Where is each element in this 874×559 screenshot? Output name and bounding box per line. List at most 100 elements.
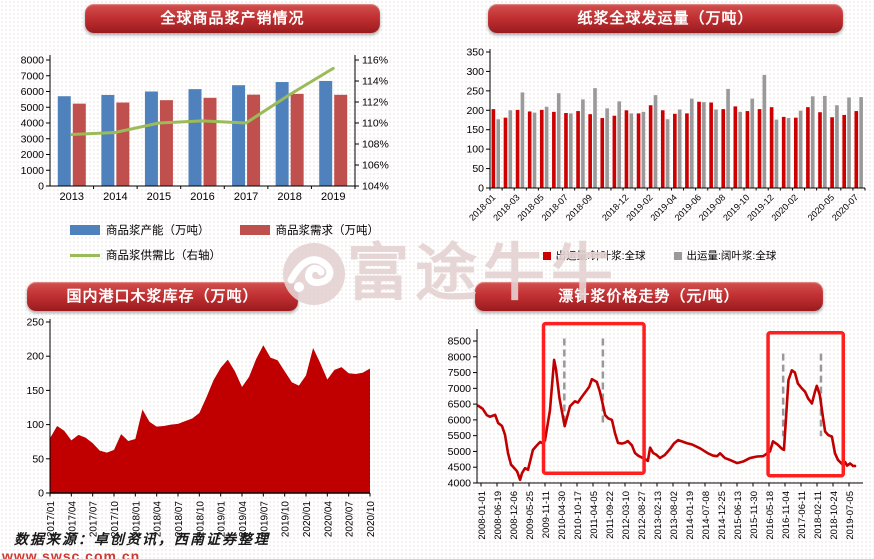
svg-text:2016-11-04: 2016-11-04: [781, 491, 792, 539]
svg-text:2011-04-05: 2011-04-05: [589, 491, 600, 539]
svg-text:2013-02-13: 2013-02-13: [653, 491, 664, 540]
svg-text:2019-07-05: 2019-07-05: [845, 491, 856, 540]
legend-item-softwood: 出运量:针叶浆:全球: [542, 248, 646, 263]
legend-item-hardwood: 出运量:阔叶浆:全球: [673, 248, 776, 263]
svg-text:2000: 2000: [21, 149, 45, 161]
svg-text:2018: 2018: [277, 191, 301, 203]
legend-row: 商品浆供需比（右轴）: [70, 247, 409, 263]
demand-swatch-icon: [239, 225, 270, 235]
svg-text:8000: 8000: [21, 55, 45, 67]
svg-text:2014: 2014: [103, 191, 127, 203]
svg-text:2017-06-11: 2017-06-11: [797, 491, 808, 539]
svg-text:2019/04: 2019/04: [238, 501, 249, 538]
legend-label: 商品浆需求（万吨）: [275, 225, 380, 237]
svg-text:2018-09: 2018-09: [564, 192, 594, 222]
svg-text:4000: 4000: [21, 118, 45, 130]
svg-text:150: 150: [26, 385, 44, 397]
svg-text:2017/07: 2017/07: [89, 501, 100, 538]
svg-text:2010-10-17: 2010-10-17: [573, 491, 584, 540]
svg-text:1000: 1000: [21, 165, 45, 177]
svg-text:116%: 116%: [362, 55, 388, 67]
svg-text:6500: 6500: [448, 399, 472, 411]
legend-item-capacity: 商品浆产能（万吨）: [70, 222, 210, 238]
chart-title-banner-supply-demand: 全球商品浆产销情况: [85, 4, 380, 33]
svg-text:8500: 8500: [448, 336, 472, 348]
svg-text:250: 250: [26, 317, 44, 329]
svg-text:200: 200: [26, 351, 44, 363]
svg-text:2017/04: 2017/04: [67, 501, 78, 538]
svg-text:2012-03-10: 2012-03-10: [621, 491, 632, 540]
svg-text:100: 100: [26, 419, 44, 431]
svg-text:2009-05-25: 2009-05-25: [525, 491, 536, 540]
svg-text:5000: 5000: [21, 102, 45, 114]
svg-text:112%: 112%: [362, 97, 388, 109]
legend-row: 商品浆产能（万吨） 商品浆需求（万吨）: [70, 222, 409, 238]
data-source-note: 数据来源：卓创资讯，西南证券整理: [14, 533, 270, 548]
svg-text:200: 200: [466, 105, 484, 117]
supply-demand-legend: 商品浆产能（万吨） 商品浆需求（万吨） 商品浆供需比（右轴）: [70, 222, 409, 272]
svg-text:2010-04-30: 2010-04-30: [557, 491, 568, 540]
svg-text:106%: 106%: [362, 160, 389, 172]
svg-text:2011-09-22: 2011-09-22: [605, 491, 616, 539]
svg-text:2012-08-27: 2012-08-27: [637, 491, 648, 540]
chart-title-banner-inventory: 国内港口木浆库存（万吨）: [27, 282, 298, 311]
svg-text:7500: 7500: [448, 367, 472, 379]
panel-pulp-price-trend: 漂针浆价格走势（元/吨） 4000 4500 5000 5500 6000 6500 700…: [445, 278, 874, 559]
svg-text:2019/01: 2019/01: [217, 501, 228, 538]
svg-text:150: 150: [466, 124, 484, 136]
chart-title: 国内港口木浆库存（万吨）: [66, 288, 259, 305]
svg-text:350: 350: [466, 47, 484, 59]
svg-text:2018-02-11: 2018-02-11: [813, 491, 824, 539]
svg-text:50: 50: [32, 453, 44, 465]
svg-text:0: 0: [38, 488, 44, 500]
svg-text:3000: 3000: [21, 133, 45, 145]
svg-text:6000: 6000: [21, 86, 45, 98]
svg-text:2016-05-18: 2016-05-18: [765, 491, 776, 540]
svg-text:2019: 2019: [321, 191, 345, 203]
svg-text:110%: 110%: [362, 118, 388, 130]
svg-text:2013: 2013: [60, 191, 84, 203]
svg-text:8000: 8000: [448, 351, 472, 363]
shipments-legend: 出运量:针叶浆:全球 出运量:阔叶浆:全球: [445, 248, 874, 263]
svg-text:2015-11-30: 2015-11-30: [749, 491, 760, 539]
svg-text:2020/04: 2020/04: [323, 501, 334, 538]
svg-text:7000: 7000: [448, 383, 472, 395]
svg-text:2015: 2015: [147, 191, 171, 203]
supply-demand-chart: 0 1000 2000 3000 4000 5000 6000 7000 8000 104% 106…: [21, 55, 389, 204]
legend-label: 出运量:针叶浆:全球: [555, 250, 646, 262]
svg-text:5000: 5000: [448, 446, 472, 458]
softwood-swatch-icon: [542, 251, 551, 260]
source-url: www.swsc.com.cn: [2, 548, 141, 559]
price-trend-chart: 4000 4500 5000 5500 6000 6500 7000 7500 8000 8500…: [448, 321, 863, 540]
svg-text:2009-11-11: 2009-11-11: [541, 491, 552, 538]
hardwood-swatch-icon: [673, 251, 682, 260]
svg-text:2017/01: 2017/01: [46, 501, 57, 538]
svg-text:2015-06-13: 2015-06-13: [733, 491, 744, 540]
svg-text:2020/10: 2020/10: [366, 501, 377, 538]
svg-text:2008-01-01: 2008-01-01: [477, 491, 488, 540]
svg-text:7000: 7000: [21, 70, 45, 82]
svg-text:2019/07: 2019/07: [259, 501, 270, 538]
svg-text:2019/10: 2019/10: [281, 501, 292, 538]
svg-text:4000: 4000: [448, 478, 472, 490]
svg-text:2020-07: 2020-07: [830, 192, 860, 222]
legend-label: 商品浆供需比（右轴）: [106, 250, 221, 262]
svg-text:100: 100: [466, 144, 484, 156]
svg-text:50: 50: [472, 163, 484, 175]
svg-text:2014-12-25: 2014-12-25: [717, 491, 728, 540]
svg-text:2008-06-19: 2008-06-19: [493, 491, 504, 540]
svg-text:2020-02: 2020-02: [769, 192, 799, 222]
svg-text:114%: 114%: [362, 76, 388, 88]
svg-text:6000: 6000: [448, 414, 472, 426]
svg-text:0: 0: [478, 183, 484, 195]
svg-text:2014-07-08: 2014-07-08: [701, 491, 712, 540]
svg-text:2016: 2016: [190, 191, 214, 203]
svg-text:108%: 108%: [362, 139, 389, 151]
legend-label: 商品浆产能（万吨）: [106, 225, 210, 237]
svg-text:2018/07: 2018/07: [174, 501, 185, 538]
svg-text:300: 300: [466, 66, 484, 78]
capacity-swatch-icon: [70, 225, 100, 235]
panel-global-pulp-supply-demand: 全球商品浆产销情况 0 1000 2000 3000 4000 5000 6000 7000 8…: [8, 0, 438, 276]
svg-text:2020/01: 2020/01: [302, 501, 313, 538]
